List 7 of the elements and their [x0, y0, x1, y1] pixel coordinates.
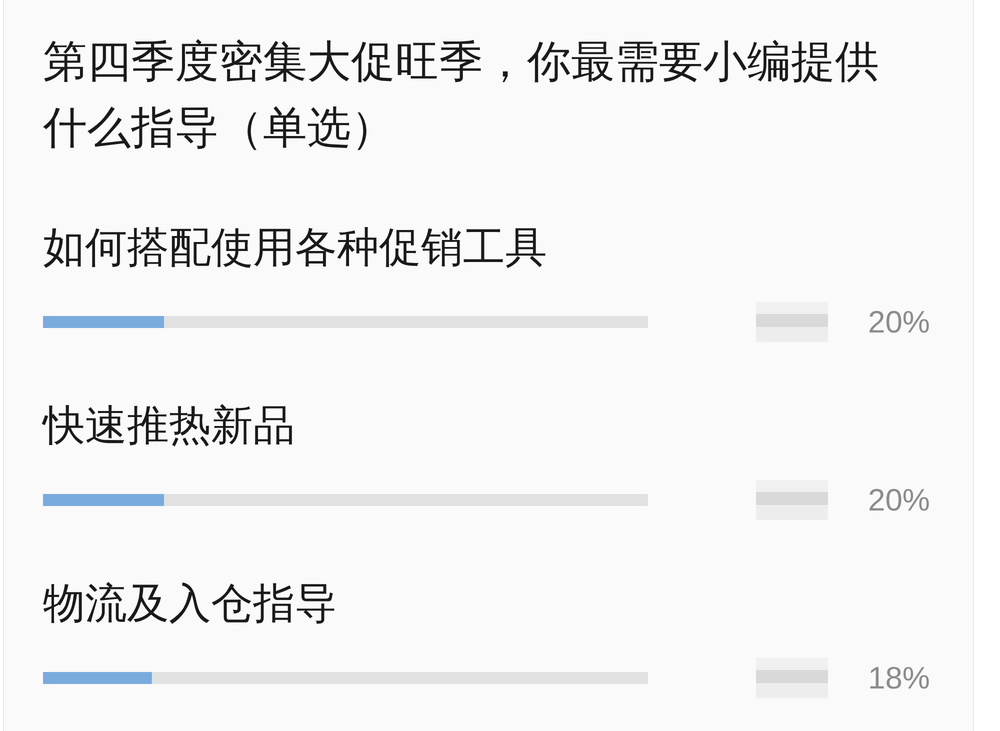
data-label: 18% — [868, 660, 930, 696]
y-tick-label: 物流及入仓指导 — [43, 580, 337, 626]
data-label: 20% — [868, 304, 930, 340]
data-label: 20% — [868, 482, 930, 518]
chart-title: 第四季度密集大促旺季，你最需要小编提供什么指导（单选） — [42, 38, 879, 152]
y-tick-label: 快速推热新品 — [41, 402, 295, 448]
y-tick-label: 如何搭配使用各种促销工具 — [43, 224, 547, 270]
